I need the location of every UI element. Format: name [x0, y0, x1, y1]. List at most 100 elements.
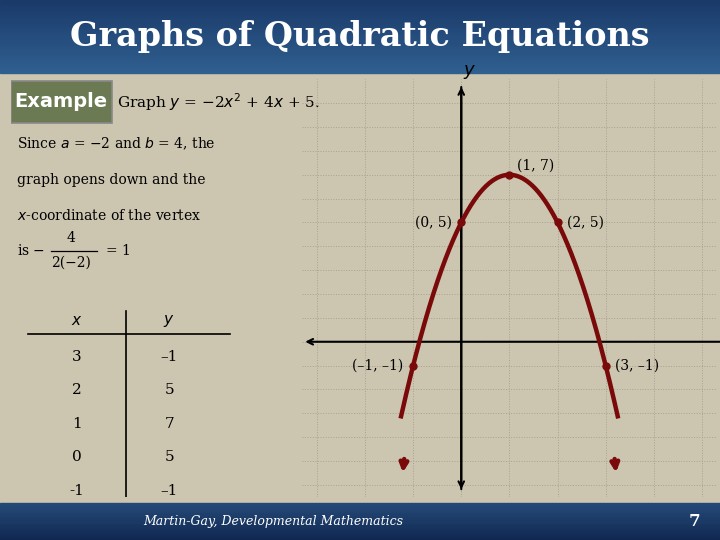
Bar: [0, 33, 720, 35]
Text: -1: -1: [70, 483, 84, 497]
Bar: [0, 71, 720, 73]
Text: 4: 4: [67, 231, 76, 245]
Text: Martin-Gay, Developmental Mathematics: Martin-Gay, Developmental Mathematics: [143, 515, 404, 528]
Bar: [0, 45, 720, 48]
Text: 0: 0: [72, 450, 82, 464]
Bar: [0, 509, 720, 510]
Bar: [0, 25, 720, 28]
Bar: [0, 538, 720, 539]
Text: 5: 5: [164, 383, 174, 397]
Bar: [0, 36, 720, 38]
Bar: [0, 40, 720, 42]
Text: (–1, –1): (–1, –1): [352, 359, 403, 373]
Bar: [0, 528, 720, 529]
Bar: [0, 38, 720, 40]
Bar: [0, 508, 720, 509]
Bar: [0, 524, 720, 525]
Bar: [0, 511, 720, 512]
Text: (3, –1): (3, –1): [616, 359, 660, 373]
Text: graph opens down and the: graph opens down and the: [17, 173, 205, 186]
Bar: [0, 9, 720, 11]
Bar: [0, 527, 720, 528]
Text: –1: –1: [161, 350, 178, 364]
Bar: [0, 24, 720, 25]
Bar: [0, 51, 720, 53]
Text: $x$: $x$: [71, 314, 83, 328]
Bar: [0, 53, 720, 55]
Bar: [0, 42, 720, 44]
Bar: [0, 18, 720, 20]
Bar: [0, 60, 720, 62]
Bar: [0, 507, 720, 508]
Text: Graph $y$ = $-$2$x^2$ + 4$x$ + 5.: Graph $y$ = $-$2$x^2$ + 4$x$ + 5.: [117, 91, 320, 113]
Bar: [0, 16, 720, 18]
Bar: [0, 28, 720, 29]
Bar: [0, 15, 720, 16]
Bar: [0, 535, 720, 536]
Text: (2, 5): (2, 5): [567, 215, 604, 230]
Bar: [0, 29, 720, 31]
Bar: [0, 506, 720, 507]
Bar: [0, 13, 720, 15]
Text: $y$: $y$: [463, 63, 477, 80]
Bar: [0, 58, 720, 60]
Text: 2(−2): 2(−2): [51, 256, 91, 270]
Bar: [0, 516, 720, 517]
Bar: [0, 57, 720, 58]
Bar: [0, 521, 720, 522]
Bar: [0, 517, 720, 518]
Text: Example: Example: [14, 92, 108, 111]
Text: 2: 2: [72, 383, 82, 397]
Bar: [0, 514, 720, 515]
Bar: [0, 20, 720, 22]
Bar: [0, 519, 720, 520]
FancyBboxPatch shape: [11, 80, 112, 123]
Bar: [0, 22, 720, 24]
Bar: [0, 534, 720, 535]
Bar: [0, 503, 720, 504]
Bar: [0, 526, 720, 527]
Bar: [0, 2, 720, 4]
Bar: [0, 44, 720, 45]
Bar: [0, 35, 720, 36]
Text: –1: –1: [161, 483, 178, 497]
Bar: [0, 537, 720, 538]
Bar: [0, 7, 720, 9]
Bar: [0, 11, 720, 13]
Text: $y$: $y$: [163, 314, 175, 329]
Text: = 1: = 1: [106, 244, 131, 258]
Bar: [0, 515, 720, 516]
Bar: [0, 510, 720, 511]
Text: $x$-coordinate of the vertex: $x$-coordinate of the vertex: [17, 207, 201, 222]
Bar: [0, 512, 720, 514]
Text: is $-$: is $-$: [17, 243, 45, 258]
Bar: [0, 518, 720, 519]
Bar: [0, 536, 720, 537]
Text: (0, 5): (0, 5): [415, 215, 451, 230]
Bar: [0, 505, 720, 506]
Text: 7: 7: [164, 417, 174, 431]
Bar: [0, 529, 720, 530]
Bar: [0, 68, 720, 69]
Text: 1: 1: [72, 417, 82, 431]
Text: Since $a$ = $-$2 and $b$ = 4, the: Since $a$ = $-$2 and $b$ = 4, the: [17, 136, 215, 152]
Bar: [0, 523, 720, 524]
Bar: [0, 530, 720, 531]
Bar: [0, 532, 720, 534]
Bar: [0, 522, 720, 523]
Bar: [0, 0, 720, 2]
Bar: [0, 5, 720, 7]
Text: 3: 3: [72, 350, 82, 364]
Bar: [0, 65, 720, 68]
Bar: [0, 520, 720, 521]
Text: (1, 7): (1, 7): [517, 158, 554, 172]
Bar: [0, 504, 720, 505]
Text: 7: 7: [689, 513, 701, 530]
Bar: [0, 31, 720, 33]
Bar: [0, 531, 720, 532]
Text: Graphs of Quadratic Equations: Graphs of Quadratic Equations: [71, 20, 649, 53]
Bar: [0, 48, 720, 49]
Bar: [0, 539, 720, 540]
Bar: [0, 69, 720, 71]
Bar: [0, 4, 720, 5]
